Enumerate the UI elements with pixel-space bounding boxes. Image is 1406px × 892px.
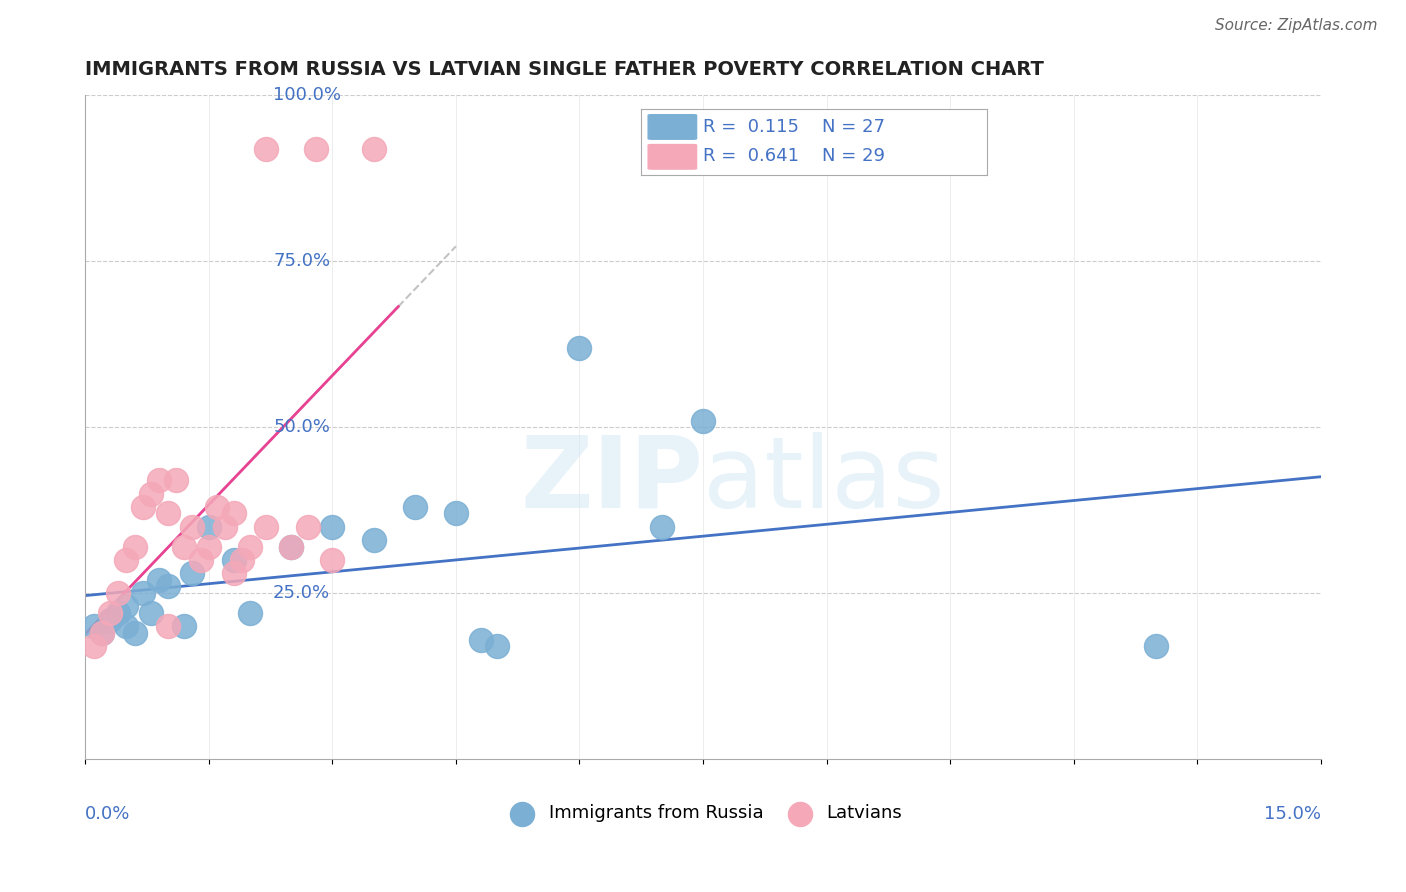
Point	[141, 486, 163, 500]
Point	[98, 606, 121, 620]
Text: 75.0%: 75.0%	[273, 252, 330, 270]
Point	[651, 520, 673, 534]
Legend: Immigrants from Russia, Latvians: Immigrants from Russia, Latvians	[496, 797, 910, 830]
Point	[115, 619, 138, 633]
Text: 50.0%: 50.0%	[273, 418, 330, 436]
Point	[90, 626, 112, 640]
Point	[280, 540, 302, 554]
Point	[239, 606, 262, 620]
Point	[222, 507, 245, 521]
Text: Source: ZipAtlas.com: Source: ZipAtlas.com	[1215, 18, 1378, 33]
Point	[321, 520, 343, 534]
Point	[231, 553, 253, 567]
Point	[181, 566, 204, 581]
Point	[181, 520, 204, 534]
Point	[321, 553, 343, 567]
Text: 25.0%: 25.0%	[273, 584, 330, 602]
Point	[190, 553, 212, 567]
Point	[115, 553, 138, 567]
Point	[148, 473, 170, 487]
Text: 0.0%: 0.0%	[86, 805, 131, 823]
Point	[132, 586, 155, 600]
Point	[198, 540, 221, 554]
Point	[98, 613, 121, 627]
Point	[83, 639, 105, 653]
Point	[363, 533, 385, 547]
Point	[107, 606, 129, 620]
Point	[156, 579, 179, 593]
Point	[305, 142, 328, 156]
Point	[198, 520, 221, 534]
Point	[124, 540, 146, 554]
Point	[148, 573, 170, 587]
Point	[363, 142, 385, 156]
Point	[156, 507, 179, 521]
Point	[470, 632, 492, 647]
Point	[404, 500, 426, 514]
Point	[222, 566, 245, 581]
Text: atlas: atlas	[703, 432, 945, 529]
Point	[256, 142, 278, 156]
Point	[280, 540, 302, 554]
Point	[568, 341, 591, 355]
Point	[239, 540, 262, 554]
Point	[173, 619, 195, 633]
Point	[297, 520, 319, 534]
Point	[486, 639, 509, 653]
Point	[256, 520, 278, 534]
Point	[165, 473, 187, 487]
Point	[173, 540, 195, 554]
Point	[214, 520, 236, 534]
Point	[83, 619, 105, 633]
Point	[444, 507, 467, 521]
Point	[107, 586, 129, 600]
Text: ZIP: ZIP	[520, 432, 703, 529]
Text: 100.0%: 100.0%	[273, 87, 342, 104]
Point	[205, 500, 228, 514]
Point	[132, 500, 155, 514]
Text: IMMIGRANTS FROM RUSSIA VS LATVIAN SINGLE FATHER POVERTY CORRELATION CHART: IMMIGRANTS FROM RUSSIA VS LATVIAN SINGLE…	[86, 60, 1045, 78]
Point	[115, 599, 138, 614]
Point	[156, 619, 179, 633]
Point	[1144, 639, 1167, 653]
Point	[141, 606, 163, 620]
Point	[90, 626, 112, 640]
Point	[222, 553, 245, 567]
Point	[692, 414, 714, 428]
Text: 15.0%: 15.0%	[1264, 805, 1320, 823]
Point	[124, 626, 146, 640]
